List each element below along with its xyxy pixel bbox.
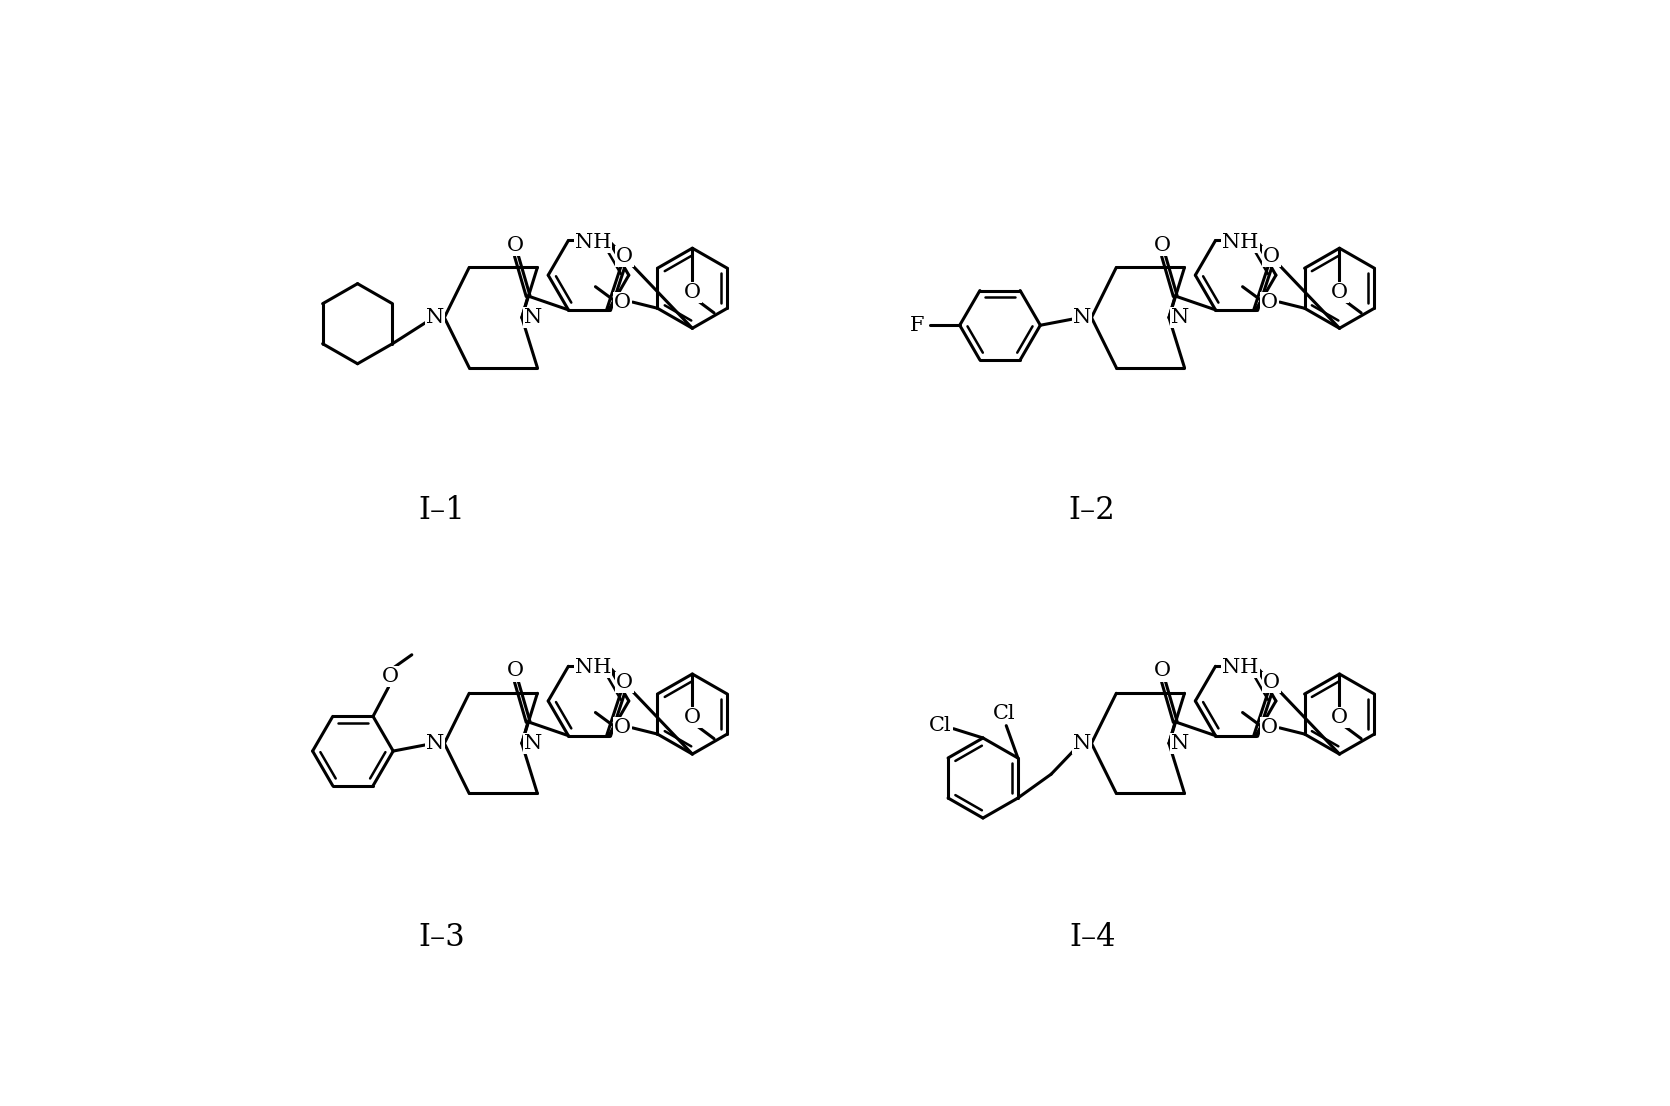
- Text: O: O: [683, 283, 701, 302]
- Text: I–1: I–1: [418, 494, 464, 525]
- Text: O: O: [1263, 674, 1279, 692]
- Text: NH: NH: [574, 658, 611, 677]
- Text: O: O: [1154, 661, 1171, 680]
- Text: O: O: [616, 248, 633, 267]
- Text: O: O: [615, 293, 631, 312]
- Text: N: N: [1074, 309, 1091, 327]
- Text: O: O: [1261, 293, 1278, 312]
- Text: O: O: [382, 667, 399, 686]
- Text: O: O: [615, 719, 631, 738]
- Text: O: O: [1331, 709, 1348, 728]
- Text: Cl: Cl: [929, 717, 952, 735]
- Text: N: N: [1171, 309, 1189, 327]
- Text: F: F: [910, 315, 925, 335]
- Text: NH: NH: [574, 232, 611, 251]
- Text: O: O: [1154, 236, 1171, 254]
- Text: O: O: [1263, 248, 1279, 267]
- Text: Cl: Cl: [992, 703, 1015, 723]
- Text: N: N: [426, 734, 444, 753]
- Text: O: O: [683, 709, 701, 728]
- Text: N: N: [1171, 734, 1189, 753]
- Text: I–3: I–3: [418, 922, 464, 953]
- Text: NH: NH: [1222, 232, 1259, 251]
- Text: I–2: I–2: [1069, 494, 1116, 525]
- Text: O: O: [1261, 719, 1278, 738]
- Text: N: N: [1074, 734, 1091, 753]
- Text: O: O: [506, 661, 523, 680]
- Text: N: N: [524, 309, 541, 327]
- Text: N: N: [426, 309, 444, 327]
- Text: NH: NH: [1222, 658, 1259, 677]
- Text: O: O: [616, 674, 633, 692]
- Text: I–4: I–4: [1069, 922, 1116, 953]
- Text: N: N: [524, 734, 541, 753]
- Text: O: O: [506, 236, 523, 254]
- Text: O: O: [1331, 283, 1348, 302]
